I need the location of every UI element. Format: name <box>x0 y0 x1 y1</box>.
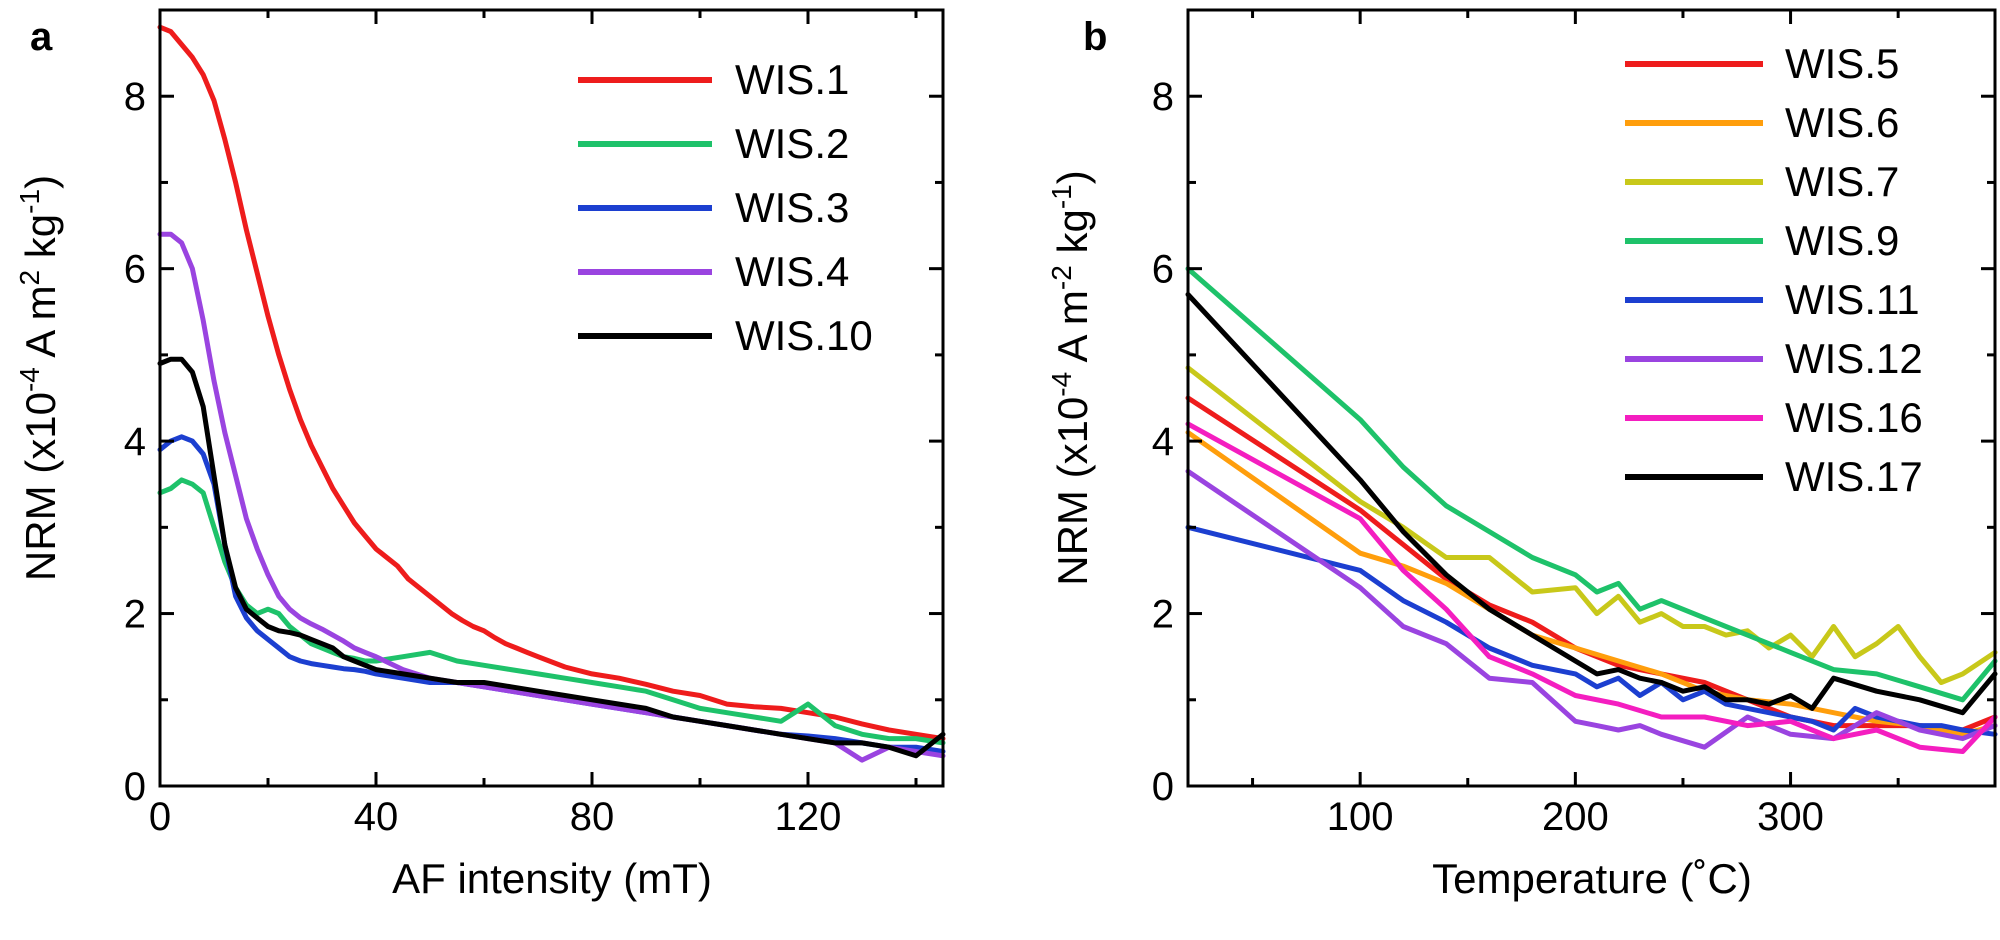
series-line-WIS.2 <box>157 477 946 746</box>
x-tick-label: 100 <box>1327 795 1394 839</box>
series-line-WIS.7 <box>1185 365 1998 685</box>
y-axis-title-part: NRM (x10 <box>1049 397 1096 586</box>
series-line-WIS.5 <box>1185 395 1998 733</box>
y-axis-title: NRM (x10-4 A m-2 kg-1) <box>1046 170 1096 585</box>
series-line-WIS.1 <box>157 24 946 742</box>
x-tick-label: 300 <box>1757 795 1824 839</box>
legend-label-WIS.1: WIS.1 <box>735 56 849 103</box>
y-tick-label: 8 <box>124 75 146 119</box>
y-axis-title-sup: 2 <box>14 270 45 286</box>
series-line-WIS.12 <box>1185 468 1998 750</box>
legend-label-WIS.11: WIS.11 <box>1785 276 1920 323</box>
legend-label-WIS.9: WIS.9 <box>1785 217 1899 264</box>
y-axis-title-part: A m <box>1049 290 1096 372</box>
y-axis-title-sup: -4 <box>1046 372 1077 397</box>
x-tick-label: 40 <box>354 795 399 839</box>
legend-label-WIS.16: WIS.16 <box>1785 394 1923 441</box>
x-tick-label: 0 <box>149 795 171 839</box>
legend-label-WIS.12: WIS.12 <box>1785 335 1923 382</box>
y-tick-label: 2 <box>1152 593 1174 637</box>
legend-label-WIS.3: WIS.3 <box>735 184 849 231</box>
y-axis-title-sup: -2 <box>1046 265 1077 290</box>
y-tick-label: 0 <box>124 765 146 809</box>
y-axis-title-sup: -1 <box>1046 184 1077 209</box>
y-axis-title: NRM (x10-4 A m2 kg-1) <box>14 175 64 581</box>
y-tick-label: 0 <box>1152 765 1174 809</box>
y-tick-label: 6 <box>1152 248 1174 292</box>
plot-frame <box>1186 8 1997 788</box>
y-axis-title-part: A m <box>17 285 64 367</box>
series-line-WIS.17 <box>1185 292 1998 716</box>
series-line-WIS.9 <box>1185 266 1998 703</box>
plot-frame <box>158 8 945 788</box>
legend-label-WIS.6: WIS.6 <box>1785 99 1899 146</box>
y-axis-title-sup: -1 <box>14 189 45 214</box>
panel-letter: a <box>30 15 53 59</box>
y-axis-title-part: ) <box>1049 170 1096 184</box>
panel-letter: b <box>1083 15 1107 59</box>
series-line-WIS.16 <box>1185 421 1998 754</box>
legend-label-WIS.10: WIS.10 <box>735 312 873 359</box>
x-axis-title: Temperature (˚C) <box>1432 855 1752 902</box>
y-axis-title-part: kg <box>17 214 64 270</box>
y-tick-label: 4 <box>1152 420 1174 464</box>
x-axis-title: AF intensity (mT) <box>392 855 712 902</box>
y-tick-label: 8 <box>1152 75 1174 119</box>
y-tick-label: 2 <box>124 593 146 637</box>
x-tick-label: 80 <box>570 795 615 839</box>
y-tick-label: 6 <box>124 248 146 292</box>
legend: WIS.5 WIS.6 WIS.7 WIS.9 WIS.11 WIS.12 WIS.16 WI… <box>1625 40 1923 500</box>
y-tick-label: 4 <box>124 420 146 464</box>
y-axis-title-part: NRM (x10 <box>17 392 64 581</box>
x-tick-label: 200 <box>1542 795 1609 839</box>
legend: WIS.1 WIS.2 WIS.3 WIS.4 WIS.10 <box>578 56 873 359</box>
y-axis-title-part: kg <box>1049 209 1096 265</box>
series-line-WIS.10 <box>157 356 946 759</box>
x-tick-label: 120 <box>775 795 842 839</box>
legend-label-WIS.2: WIS.2 <box>735 120 849 167</box>
y-axis-title-part: ) <box>17 175 64 189</box>
legend-label-WIS.4: WIS.4 <box>735 248 849 295</box>
legend-label-WIS.5: WIS.5 <box>1785 40 1899 87</box>
y-axis-title-sup: -4 <box>14 367 45 392</box>
legend-label-WIS.7: WIS.7 <box>1785 158 1899 205</box>
series-line-WIS.6 <box>1185 430 1998 737</box>
series-line-WIS.11 <box>1185 524 1998 737</box>
legend-label-WIS.17: WIS.17 <box>1785 453 1923 500</box>
